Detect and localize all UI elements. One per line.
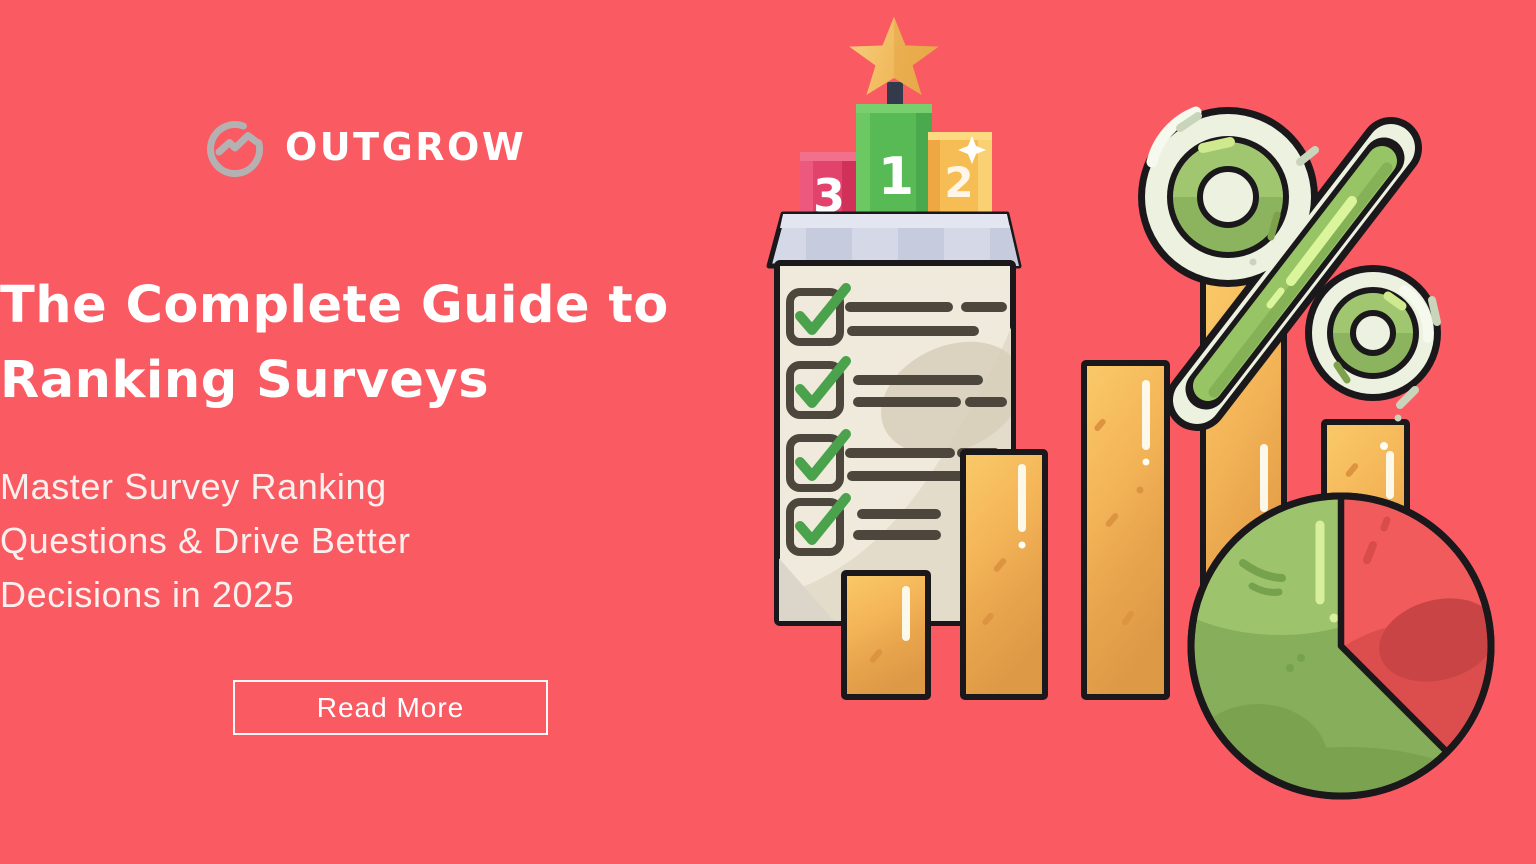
outgrow-logo-icon bbox=[207, 121, 263, 178]
podium-block-first: 1 bbox=[856, 104, 932, 230]
checkbox bbox=[786, 288, 844, 346]
subtitle-line3: Decisions in 2025 bbox=[0, 574, 295, 615]
bar-dots bbox=[1018, 442, 1388, 549]
checklist-row bbox=[786, 283, 1007, 346]
checkmark-icon bbox=[795, 356, 851, 408]
podium: 3 1 2 bbox=[766, 16, 1022, 269]
checkbox bbox=[786, 434, 844, 492]
checkbox bbox=[786, 498, 844, 556]
list-lines bbox=[853, 375, 1007, 407]
logo-text: OUTGROW bbox=[285, 125, 527, 169]
subtitle-line2: Questions & Drive Better bbox=[0, 520, 411, 561]
bar-highlights bbox=[902, 380, 1394, 641]
percent-slash bbox=[1185, 137, 1405, 410]
checklist-row bbox=[786, 356, 1007, 419]
subtitle-line1: Master Survey Ranking bbox=[0, 466, 387, 507]
sparkle-icon bbox=[958, 136, 986, 164]
checkmark-icon bbox=[795, 493, 851, 545]
page-title-line2: Ranking Surveys bbox=[0, 351, 490, 410]
podium-block-second: 2 bbox=[928, 132, 992, 224]
bar-1 bbox=[841, 570, 931, 700]
checkmark-icon bbox=[795, 283, 851, 335]
percent-top-ring bbox=[1167, 136, 1289, 258]
podium-rank-1: 1 bbox=[878, 147, 914, 207]
survey-checklist bbox=[774, 260, 1016, 626]
pie-red-shading bbox=[1341, 496, 1491, 752]
logo: OUTGROW bbox=[202, 114, 526, 180]
checkmark-icon bbox=[795, 429, 851, 481]
read-more-button[interactable]: Read More bbox=[233, 680, 548, 735]
subtitle: Master Survey Ranking Questions & Drive … bbox=[0, 460, 726, 622]
podium-rank-2: 2 bbox=[944, 158, 973, 207]
bar-2 bbox=[960, 449, 1048, 700]
illustration: 3 1 2 bbox=[766, 16, 1495, 800]
checkbox bbox=[786, 361, 844, 419]
checklist-row bbox=[786, 493, 941, 556]
list-lines bbox=[853, 509, 941, 540]
list-lines bbox=[845, 302, 1007, 336]
podium-platform bbox=[766, 211, 1022, 269]
bar-3 bbox=[1081, 360, 1170, 700]
percent-bottom-ring bbox=[1327, 287, 1419, 384]
pie-chart bbox=[1187, 492, 1495, 800]
percent-icon bbox=[1138, 106, 1441, 431]
page-title-line1: The Complete Guide to bbox=[0, 276, 669, 335]
page-title: The Complete Guide to Ranking Surveys bbox=[0, 268, 726, 418]
winner-star-icon bbox=[849, 16, 939, 95]
